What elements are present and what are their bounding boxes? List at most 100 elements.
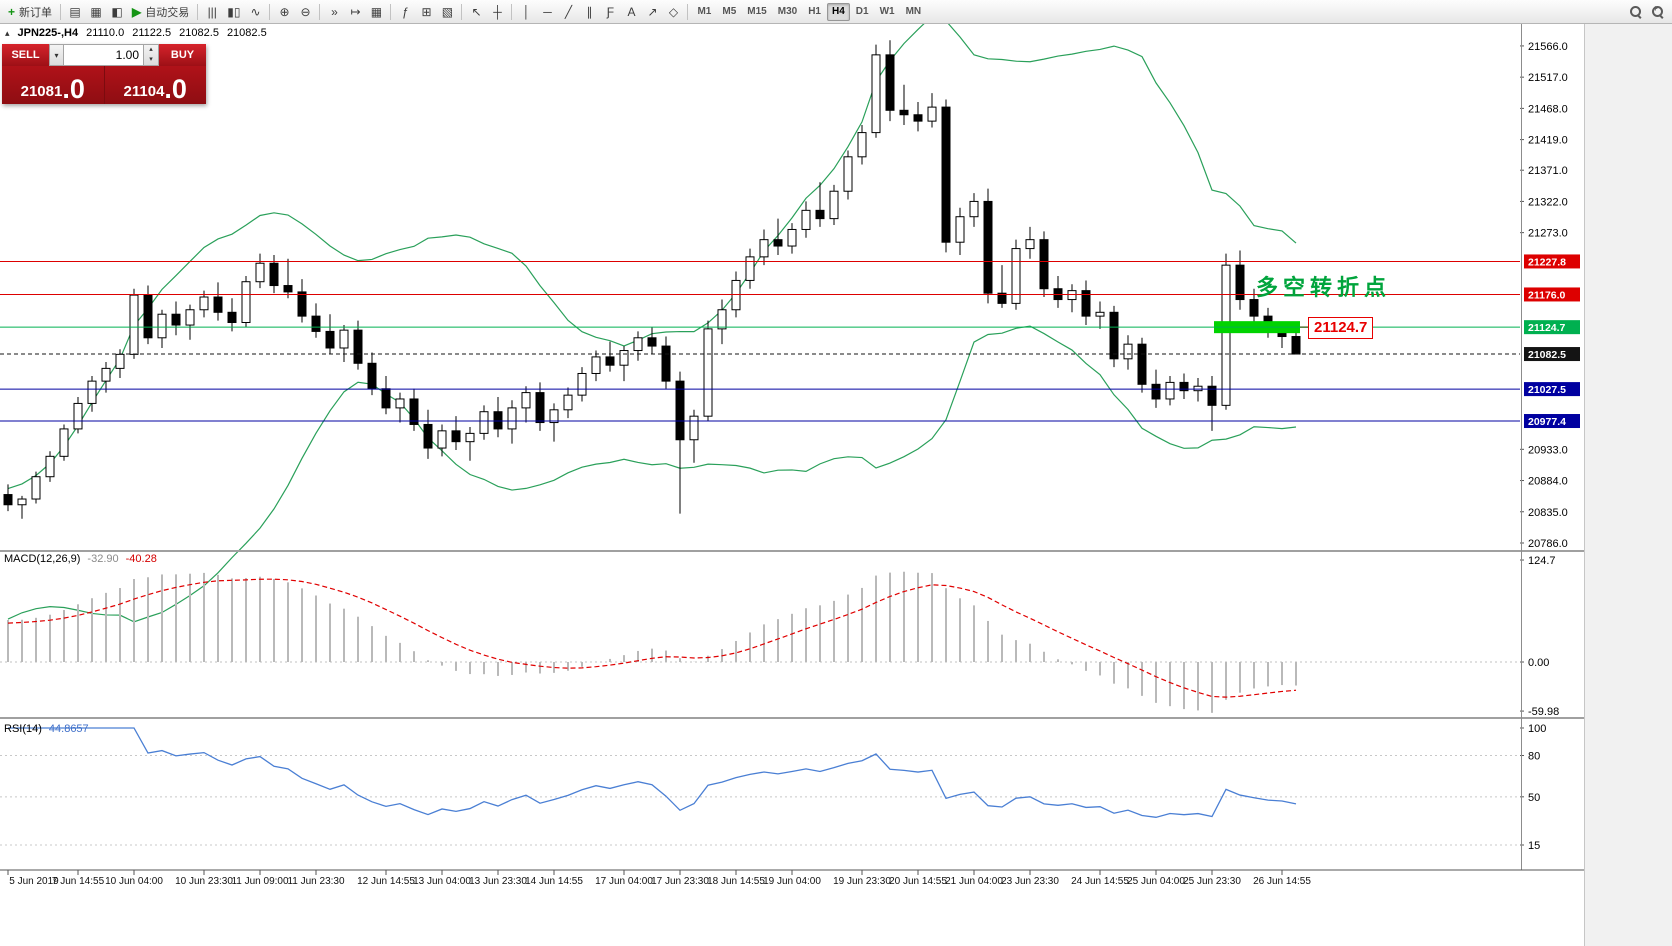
timeframe-w1[interactable]: W1 — [879, 6, 895, 17]
candle — [983, 200, 993, 294]
new-chart-icon[interactable]: ⊞ — [421, 4, 432, 19]
candle — [549, 409, 559, 424]
find-symbol-icon[interactable]: + — [1647, 2, 1668, 22]
candle — [577, 372, 587, 396]
price-tag-label: 21176.0 — [1528, 289, 1566, 301]
timeframe-h4[interactable]: H4 — [826, 2, 850, 21]
toolbar-separator — [60, 3, 62, 20]
candle — [829, 190, 839, 220]
candle — [437, 430, 447, 449]
time-axis-label: 18 Jun 14:55 — [707, 876, 765, 887]
toolbar-separator — [461, 3, 463, 20]
candle — [1067, 290, 1077, 301]
turning-point-annotation[interactable]: 多空转折点 — [1256, 275, 1392, 301]
candle — [73, 402, 83, 430]
cursor-icon[interactable]: ↖ — [471, 4, 482, 19]
crosshair-icon[interactable]: ┼ — [493, 4, 502, 19]
timeframe-d1[interactable]: D1 — [855, 6, 869, 17]
horizontal-line-icon[interactable]: ─ — [543, 4, 552, 19]
candle — [283, 285, 293, 293]
price-axis-label: 21273.0 — [1528, 228, 1568, 240]
candle — [1039, 239, 1049, 290]
profiles-icon[interactable]: ▧ — [441, 4, 454, 19]
timeframe-m15[interactable]: M15 — [747, 6, 767, 17]
macd-signal-value: -40.28 — [125, 553, 157, 565]
ohlc-open: 21110.0 — [86, 27, 125, 39]
zoom-out-icon[interactable]: ⊖ — [300, 4, 311, 19]
symbol-label: JPN225-,H4 — [17, 27, 79, 39]
fibonacci-icon[interactable]: Ƒ — [606, 4, 615, 19]
toolbar: + 新订单 ▤ ▦ ◧ ▶ 自动交易 ||| ▮▯ ∿ ⊕ ⊖ » ↦ ▦ ƒ … — [0, 0, 1672, 24]
candle — [297, 291, 307, 317]
data-window-icon[interactable]: ▦ — [90, 4, 102, 19]
candle — [339, 329, 349, 349]
time-axis-label: 20 Jun 14:55 — [889, 876, 947, 887]
candle — [129, 294, 139, 355]
macd-axis-label: 0.00 — [1528, 657, 1549, 669]
candle — [843, 156, 853, 192]
volume-input[interactable]: 1.00 — [64, 44, 144, 66]
auto-trading-label: 自动交易 — [145, 6, 190, 19]
sell-price-panel[interactable]: 21081.0 — [2, 66, 104, 104]
ohlc-close: 21082.5 — [226, 27, 267, 39]
volume-stepper[interactable]: ▴ ▾ — [144, 44, 159, 66]
candle — [1235, 264, 1245, 301]
line-chart-icon[interactable]: ∿ — [250, 4, 261, 19]
price-tag-label: 21027.5 — [1528, 384, 1566, 396]
price-tag — [1524, 287, 1580, 302]
price-axis-label: 21322.0 — [1528, 196, 1568, 208]
tile-windows-icon[interactable]: ▦ — [370, 4, 383, 19]
right-gutter — [1584, 24, 1672, 946]
chart-window: 21227.8 21176.0 21124.7 21082.5 21027.5 20977… — [0, 24, 1672, 946]
timeframe-m30[interactable]: M30 — [777, 6, 798, 17]
arrows-tool-icon[interactable]: ↗ — [647, 4, 658, 19]
buy-button[interactable]: BUY — [159, 44, 206, 66]
chart-shift-icon[interactable]: ↦ — [350, 4, 361, 19]
auto-trading-play-icon: ▶ — [132, 4, 142, 19]
volume-dropdown-icon[interactable]: ▾ — [49, 44, 64, 66]
candle — [409, 398, 419, 425]
candle — [17, 498, 27, 506]
auto-scroll-icon[interactable]: » — [331, 4, 338, 19]
timeframe-m1[interactable]: M1 — [697, 6, 712, 17]
price-callout-label[interactable]: 21124.7 — [1308, 317, 1374, 339]
text-tool-icon[interactable]: A — [627, 4, 636, 19]
channel-icon[interactable]: ∥ — [586, 4, 593, 19]
candle — [745, 256, 755, 281]
shapes-tool-icon[interactable]: ◇ — [668, 4, 679, 19]
indicators-icon[interactable]: ƒ — [402, 4, 409, 19]
timeframe-h1[interactable]: H1 — [808, 6, 821, 17]
trade-panel-toggle-icon[interactable]: ▴ — [5, 27, 10, 38]
navigator-icon[interactable]: ◧ — [111, 4, 123, 19]
timeframe-m5[interactable]: M5 — [722, 6, 737, 17]
rsi-line — [8, 727, 1297, 818]
time-axis-label: 19 Jun 23:30 — [833, 876, 891, 887]
time-axis-label: 24 Jun 14:55 — [1071, 876, 1129, 887]
price-axis-label: 20786.0 — [1528, 538, 1568, 550]
auto-trading-button[interactable]: ▶ 自动交易 — [128, 2, 193, 22]
search-icon[interactable] — [1625, 2, 1646, 22]
candle — [969, 200, 979, 218]
market-watch-icon[interactable]: ▤ — [69, 4, 81, 19]
toolbar-separator — [269, 3, 271, 20]
vertical-line-icon[interactable]: │ — [522, 4, 531, 19]
rsi-name: RSI(14) — [4, 723, 42, 735]
candle — [1109, 311, 1119, 360]
zoom-in-icon[interactable]: ⊕ — [279, 4, 290, 19]
ohlc-low: 21082.5 — [179, 27, 219, 39]
candlestick-icon[interactable]: ▮▯ — [227, 4, 241, 19]
new-order-button[interactable]: + 新订单 — [4, 2, 56, 22]
stepper-down-icon[interactable]: ▾ — [149, 56, 153, 63]
macd-axis-label: 124.7 — [1528, 555, 1556, 567]
stepper-up-icon[interactable]: ▴ — [149, 46, 153, 53]
bar-chart-icon[interactable]: ||| — [207, 4, 217, 19]
candle — [815, 209, 825, 220]
price-tag — [1524, 382, 1580, 397]
candle — [689, 415, 699, 441]
sell-button[interactable]: SELL — [2, 44, 49, 66]
chart-canvas[interactable]: 21227.8 21176.0 21124.7 21082.5 21027.5 20977… — [0, 24, 1672, 946]
buy-price-panel[interactable]: 21104.0 — [104, 66, 206, 104]
trendline-icon[interactable]: ╱ — [564, 4, 573, 19]
timeframe-mn[interactable]: MN — [905, 6, 922, 17]
magnifier-glyph — [1629, 5, 1642, 18]
